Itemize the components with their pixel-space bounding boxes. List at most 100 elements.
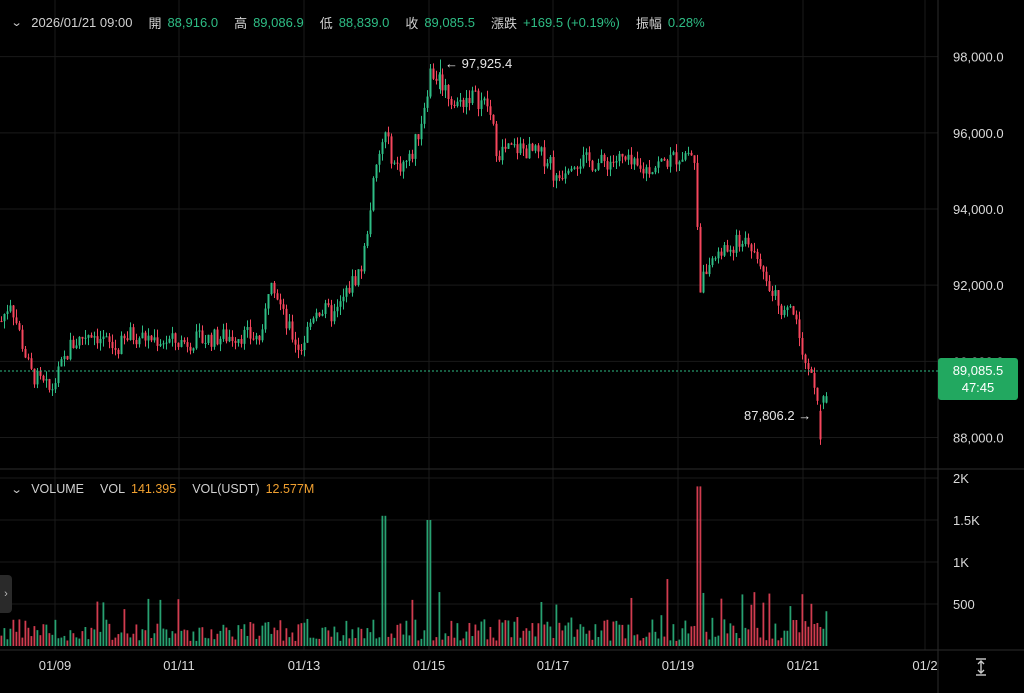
- volume-bar: [741, 594, 744, 646]
- chevron-down-icon[interactable]: ⌄: [10, 16, 23, 29]
- auto-scale-button[interactable]: [970, 656, 992, 678]
- candle-body: [60, 359, 63, 367]
- volume-bar: [456, 623, 459, 646]
- candlesticks: [0, 59, 828, 445]
- open-label: 開: [148, 15, 162, 31]
- candle-body: [396, 162, 399, 164]
- chevron-down-icon[interactable]: ⌄: [10, 483, 23, 496]
- volume-bar: [384, 515, 387, 646]
- volume-bar: [156, 623, 159, 646]
- volume-bar: [327, 630, 330, 646]
- volume-bar: [393, 637, 396, 646]
- candle-body: [576, 167, 579, 169]
- volume-bar: [477, 630, 480, 646]
- candle-body: [45, 379, 48, 381]
- volume-bar: [363, 638, 366, 646]
- candle-body: [774, 290, 777, 296]
- volume-bar: [621, 624, 624, 646]
- volume-bar: [375, 638, 378, 646]
- candle-body: [360, 269, 363, 272]
- candle-body: [270, 282, 273, 295]
- candle-body: [273, 282, 276, 294]
- candle-body: [207, 334, 210, 343]
- candle-body: [825, 396, 828, 403]
- volume-bar: [252, 623, 255, 646]
- volume-bar: [726, 633, 729, 646]
- candle-body: [597, 163, 600, 170]
- candle-body: [456, 101, 459, 106]
- candle-body: [156, 337, 159, 346]
- volume-bar: [231, 636, 234, 646]
- candle-body: [258, 335, 261, 341]
- candle-body: [810, 369, 813, 374]
- volume-bar: [351, 629, 354, 646]
- volume-bar: [3, 628, 6, 646]
- candle-body: [723, 245, 726, 256]
- volume-bar: [426, 520, 429, 646]
- candle-body: [552, 157, 555, 181]
- volume-bar: [54, 619, 57, 646]
- candle-body: [477, 90, 480, 109]
- volume-bar: [189, 640, 192, 646]
- candle-body: [618, 153, 621, 162]
- volume-bar: [810, 603, 813, 646]
- candle-body: [675, 152, 678, 165]
- candle-body: [132, 327, 135, 341]
- date-tick-label: 01/15: [413, 658, 446, 673]
- candle-body: [234, 340, 237, 343]
- volume-bar: [690, 626, 693, 646]
- candle-body: [183, 340, 186, 343]
- volume-bar: [192, 631, 195, 646]
- candle-body: [153, 337, 156, 341]
- volume-bar: [687, 633, 690, 646]
- candle-body: [522, 143, 525, 149]
- candle-body: [639, 165, 642, 169]
- volume-bar: [453, 637, 456, 646]
- volume-bar: [753, 592, 756, 646]
- candle-body: [204, 342, 207, 344]
- volume-bar: [609, 640, 612, 646]
- volume-bar: [336, 632, 339, 646]
- volume-bar: [39, 635, 42, 646]
- candle-body: [222, 329, 225, 339]
- candle-body: [684, 153, 687, 160]
- candle-body: [162, 343, 165, 345]
- volume-bar: [321, 627, 324, 646]
- volume-bar: [291, 632, 294, 646]
- candle-body: [666, 160, 669, 167]
- candle-body: [261, 329, 264, 341]
- candle-body: [366, 234, 369, 246]
- side-panel-toggle[interactable]: ›: [0, 575, 12, 613]
- candle-body: [252, 338, 255, 340]
- candle-body: [399, 163, 402, 172]
- candle-body: [765, 271, 768, 282]
- candle-body: [606, 161, 609, 170]
- volume-bar: [459, 640, 462, 646]
- candle-body: [594, 169, 597, 171]
- volume-bar: [126, 633, 129, 646]
- candle-body: [243, 329, 246, 344]
- volume-bar: [288, 637, 291, 646]
- candle-body: [429, 68, 432, 97]
- candle-body: [3, 314, 6, 322]
- volume-bar: [141, 629, 144, 646]
- volume-bar: [144, 630, 147, 646]
- candle-body: [471, 90, 474, 104]
- volume-bar: [165, 629, 168, 646]
- volume-bar: [615, 620, 618, 646]
- volume-bar: [318, 638, 321, 646]
- candle-body: [699, 226, 702, 293]
- volume-bar: [570, 617, 573, 646]
- volume-bar: [399, 623, 402, 646]
- candle-body: [744, 237, 747, 244]
- volume-bar: [312, 637, 315, 646]
- volume-bar: [273, 627, 276, 646]
- volume-bar: [675, 640, 678, 646]
- candle-body: [822, 396, 825, 403]
- volume-bar: [102, 602, 105, 646]
- candle-body: [318, 312, 321, 316]
- candle-body: [387, 132, 390, 137]
- volume-bar: [171, 631, 174, 646]
- volume-bar: [555, 604, 558, 646]
